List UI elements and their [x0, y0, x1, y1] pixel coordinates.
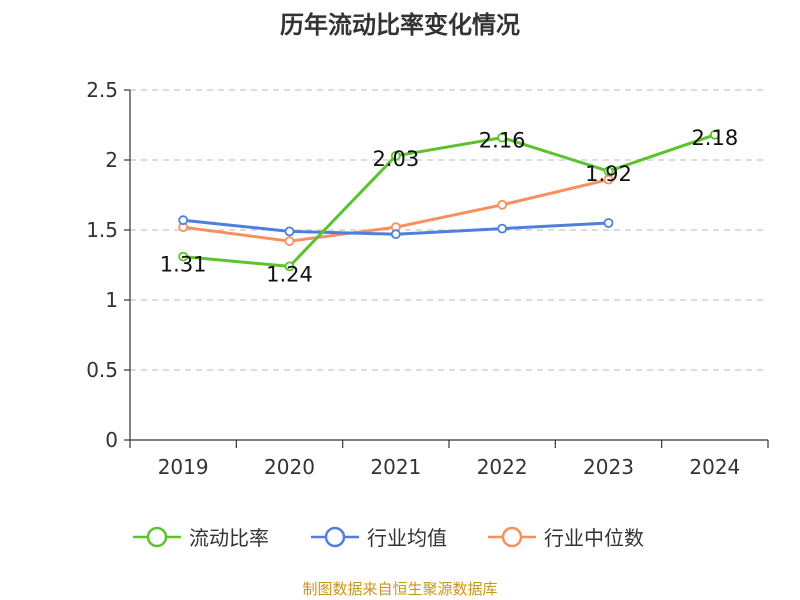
y-tick-label: 0.5 — [86, 358, 118, 382]
axes: 0 0.5 1 1.5 2 2.5 2019 2020 2021 2022 2023 2024 — [86, 78, 769, 479]
data-point — [603, 166, 614, 177]
y-tick-label: 1.5 — [86, 218, 118, 242]
data-point — [284, 226, 295, 237]
x-tick-label: 2024 — [689, 455, 740, 479]
y-tick-label: 2 — [105, 148, 118, 172]
legend-label: 流动比率 — [189, 526, 269, 550]
data-label: 2.18 — [691, 126, 738, 150]
data-point — [603, 218, 614, 228]
legend[interactable]: 流动比率 行业均值 行业中位数 — [133, 526, 644, 550]
data-label: 2.16 — [479, 129, 526, 153]
data-point — [284, 236, 295, 247]
data-point — [284, 261, 295, 272]
series-lines — [178, 129, 720, 272]
data-label: 1.92 — [585, 162, 632, 186]
data-point — [390, 229, 401, 240]
data-label: 2.03 — [372, 147, 419, 171]
source-note: 制图数据来自恒生聚源数据库 — [302, 580, 498, 598]
data-point — [497, 223, 508, 234]
data-point — [390, 150, 401, 161]
data-labels: 1.31 1.24 2.03 2.16 1.92 2.18 — [160, 126, 738, 287]
legend-label: 行业中位数 — [544, 526, 644, 550]
legend-item-0[interactable]: 流动比率 — [133, 526, 269, 550]
legend-marker — [146, 526, 168, 548]
y-tick-label: 0 — [105, 428, 118, 452]
x-tick-label: 2021 — [370, 455, 421, 479]
legend-marker — [324, 526, 346, 548]
x-tick-label: 2023 — [583, 455, 634, 479]
y-tick-label: 2.5 — [86, 78, 118, 102]
legend-item-2[interactable]: 行业中位数 — [488, 526, 644, 550]
data-point — [178, 215, 189, 226]
x-tick-label: 2020 — [264, 455, 315, 479]
data-point — [178, 251, 189, 262]
data-label: 1.31 — [160, 253, 207, 277]
data-point — [497, 132, 508, 143]
x-tick-label: 2022 — [477, 455, 528, 479]
legend-label: 行业均值 — [367, 526, 447, 550]
x-tick-label: 2019 — [158, 455, 209, 479]
y-tick-label: 1 — [105, 288, 118, 312]
data-label: 1.24 — [266, 262, 313, 286]
legend-marker — [501, 526, 523, 548]
legend-item-1[interactable]: 行业均值 — [311, 526, 447, 550]
data-point — [497, 199, 508, 210]
data-point — [709, 129, 720, 140]
series-line-0 — [183, 133, 716, 268]
chart-title: 历年流动比率变化情况 — [280, 11, 520, 39]
